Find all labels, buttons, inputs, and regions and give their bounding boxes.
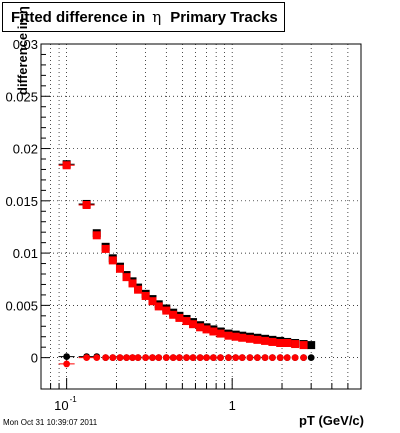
- data-point: [291, 340, 300, 349]
- data-point: [245, 334, 254, 343]
- data-point: [300, 354, 307, 362]
- data-point: [189, 354, 197, 362]
- data-point: [109, 354, 117, 362]
- timestamp: Mon Oct 31 10:39:07 2011: [3, 418, 98, 427]
- x-axis-title: pT (GeV/c): [298, 413, 364, 428]
- data-point: [261, 336, 270, 345]
- x-tick-label: 1: [229, 398, 236, 413]
- data-point: [269, 354, 276, 362]
- data-point: [93, 354, 101, 362]
- data-point: [182, 317, 191, 326]
- data-point: [101, 244, 110, 253]
- data-point: [62, 161, 71, 170]
- data-point: [108, 256, 117, 265]
- data-point: [82, 201, 91, 209]
- data-point: [196, 354, 204, 362]
- data-point: [261, 354, 269, 362]
- data-point: [128, 279, 137, 288]
- data-point: [299, 341, 308, 350]
- data-point: [276, 339, 285, 347]
- x-tick-label-exponent: -1: [70, 395, 78, 404]
- data-point: [129, 354, 136, 362]
- data-point: [283, 354, 291, 362]
- data-point: [123, 354, 130, 362]
- data-point: [253, 354, 261, 362]
- data-point: [217, 354, 224, 362]
- data-point: [148, 297, 157, 306]
- data-point: [162, 306, 171, 315]
- data-point: [224, 331, 233, 340]
- data-point: [141, 291, 150, 300]
- data-point: [134, 285, 143, 294]
- data-point: [276, 354, 284, 362]
- y-tick-label: 0.005: [5, 298, 38, 313]
- y-tick-label: 0: [31, 351, 38, 366]
- data-point: [307, 341, 316, 350]
- y-tick-label: 0.01: [13, 246, 38, 261]
- data-point: [154, 302, 163, 311]
- x-tick-label: 10 -1: [54, 395, 77, 413]
- x-tick-label-base: 1: [229, 398, 236, 413]
- data-point: [183, 354, 190, 362]
- data-point: [92, 231, 101, 240]
- data-point: [238, 333, 247, 342]
- data-point: [307, 354, 315, 362]
- data-point: [169, 354, 177, 362]
- data-point: [169, 310, 178, 319]
- data-point: [232, 354, 240, 362]
- data-point: [196, 323, 205, 332]
- data-point: [225, 354, 232, 362]
- plot-frame: [40, 43, 362, 390]
- data-point: [202, 325, 211, 334]
- data-point: [209, 327, 218, 336]
- data-point: [291, 354, 299, 362]
- y-tick-label: 0.025: [5, 89, 38, 104]
- data-point: [115, 264, 124, 273]
- axes: 0 0.005 0.01 0.015 0.02 0.025 0.03 10 -1 1: [5, 37, 362, 413]
- data-point: [253, 335, 262, 344]
- data-point: [63, 353, 71, 360]
- data-point: [238, 354, 246, 362]
- data-point: [142, 354, 150, 362]
- data-point: [246, 354, 254, 362]
- data-point: [134, 354, 142, 362]
- title-suffix: Primary Tracks: [170, 8, 278, 26]
- data-point: [102, 354, 110, 362]
- data-point: [122, 273, 131, 282]
- data-point: [189, 320, 198, 329]
- data-point: [116, 354, 124, 362]
- data-point: [216, 329, 225, 338]
- data-point: [149, 354, 156, 362]
- chart-title: Fitted difference in η Primary Tracks: [2, 2, 285, 32]
- data-point: [63, 360, 71, 368]
- data-point: [283, 339, 292, 347]
- data-points: [58, 160, 316, 368]
- y-axis-title: difference in η: [15, 6, 30, 95]
- y-tick-label: 0.02: [13, 142, 38, 157]
- data-point: [83, 354, 91, 362]
- data-point: [268, 337, 277, 346]
- title-symbol: η: [152, 8, 162, 26]
- data-point: [162, 354, 170, 362]
- data-point: [231, 332, 240, 341]
- title-prefix: Fitted difference in: [11, 8, 146, 26]
- data-point: [176, 354, 183, 362]
- y-tick-label: 0.03: [13, 37, 38, 52]
- data-point: [175, 313, 184, 322]
- data-point: [209, 354, 217, 362]
- x-tick-label-base: 10: [54, 398, 68, 413]
- data-point: [155, 354, 163, 362]
- grid-lines: [41, 43, 361, 389]
- y-axis-title-wrap: difference in η: [15, 6, 30, 96]
- data-point: [203, 354, 210, 362]
- y-tick-label: 0.015: [5, 194, 38, 209]
